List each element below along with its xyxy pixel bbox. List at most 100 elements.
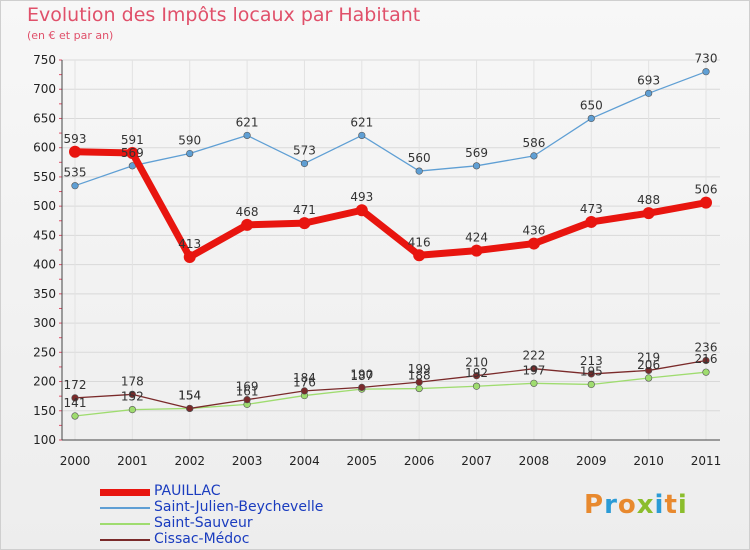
data-point (186, 404, 194, 413)
data-label: 154 (178, 388, 201, 402)
legend-label: Cissac-Médoc (154, 531, 250, 547)
x-tick-label: 2000 (60, 454, 91, 468)
data-label: 199 (408, 362, 431, 376)
data-label: 650 (580, 98, 603, 112)
x-tick-label: 2001 (117, 454, 148, 468)
chart-subtitle: (en € et par an) (27, 29, 114, 42)
legend-label: Saint-Julien-Beychevelle (154, 499, 324, 515)
logo-letter: r (604, 490, 618, 520)
x-tick-label: 2004 (289, 454, 320, 468)
y-tick-label: 600 (33, 141, 56, 155)
data-point (300, 159, 309, 168)
data-point (71, 412, 79, 420)
data-label: 188 (408, 369, 431, 383)
data-point (472, 372, 481, 380)
data-label: 210 (465, 356, 488, 370)
data-label: 621 (350, 115, 373, 129)
data-labels: 593 591 413 468 471 493 416 424 436 473 488 506 535 5… (64, 52, 718, 410)
data-label: 593 (64, 132, 87, 146)
logo-letter: i (654, 490, 665, 520)
legend-swatch (100, 489, 150, 496)
data-point (71, 394, 79, 402)
data-point (702, 368, 710, 376)
data-label: 187 (350, 369, 373, 383)
series-layer (69, 68, 712, 420)
data-point (702, 356, 710, 365)
data-label: 213 (580, 354, 603, 368)
data-point (415, 384, 423, 393)
data-point (587, 370, 595, 378)
data-point (530, 152, 538, 160)
axes: 100 150 200 250 300 350 400 450 500 550 600 650 700 7… (33, 53, 721, 468)
data-label: 195 (580, 364, 603, 378)
x-tick-label: 2007 (461, 454, 492, 468)
data-label: 693 (637, 73, 660, 87)
data-point (587, 114, 595, 123)
series-line-1 (74, 71, 707, 187)
data-label: 591 (121, 133, 144, 147)
data-label: 436 (522, 224, 545, 238)
y-tick-label: 250 (33, 345, 56, 359)
data-label: 176 (293, 376, 316, 390)
data-point (645, 366, 653, 375)
data-point (700, 196, 712, 209)
data-point (126, 146, 139, 159)
data-point (298, 217, 311, 230)
y-tick-label: 650 (33, 111, 56, 125)
data-point (530, 365, 538, 373)
logo-letter: P (584, 490, 605, 520)
data-label: 586 (522, 136, 545, 150)
data-point (587, 380, 595, 389)
x-tick-label: 2011 (691, 454, 722, 468)
data-point (355, 204, 368, 217)
y-tick-label: 550 (33, 170, 56, 184)
x-tick-label: 2002 (174, 454, 205, 468)
data-label: 569 (121, 146, 144, 160)
data-point (645, 374, 653, 382)
data-point (642, 207, 655, 220)
grid (62, 59, 720, 441)
y-tick-label: 350 (33, 287, 56, 301)
legend-label: PAUILLAC (154, 483, 221, 499)
chart-title: Evolution des Impôts locaux par Habitant (27, 4, 421, 26)
y-tick-label: 100 (33, 433, 56, 447)
data-point (470, 244, 483, 257)
logo-letter: i (677, 490, 688, 520)
data-point (128, 390, 136, 399)
x-tick-label: 2005 (347, 454, 378, 468)
data-label: 236 (695, 340, 718, 354)
y-tick-label: 200 (33, 375, 56, 389)
x-tick-label: 2006 (404, 454, 435, 468)
data-label: 621 (236, 115, 259, 129)
data-point (645, 89, 653, 97)
data-label: 590 (178, 134, 201, 148)
data-point (69, 145, 81, 158)
data-point (186, 149, 194, 158)
data-point (300, 387, 309, 395)
data-point (702, 68, 710, 76)
data-label: 573 (293, 143, 316, 157)
data-point (472, 382, 481, 390)
x-tick-label: 2010 (633, 454, 664, 468)
x-tick-label: 2008 (519, 454, 550, 468)
y-tick-label: 300 (33, 316, 56, 330)
data-label: 413 (178, 237, 201, 251)
y-tick-label: 750 (33, 53, 56, 67)
data-label: 416 (408, 235, 431, 249)
data-label: 190 (350, 367, 373, 381)
logo-letter: o (617, 490, 637, 520)
data-label: 152 (121, 390, 144, 404)
data-label: 172 (64, 378, 87, 392)
data-label: 468 (236, 205, 259, 219)
data-label: 730 (695, 52, 718, 66)
data-label: 197 (522, 363, 545, 377)
legend-swatch (100, 523, 150, 525)
x-tick-label: 2003 (232, 454, 263, 468)
data-point (358, 383, 366, 391)
data-point (183, 251, 196, 264)
data-label: 178 (121, 374, 144, 388)
data-label: 169 (236, 380, 259, 394)
data-point (415, 167, 423, 175)
